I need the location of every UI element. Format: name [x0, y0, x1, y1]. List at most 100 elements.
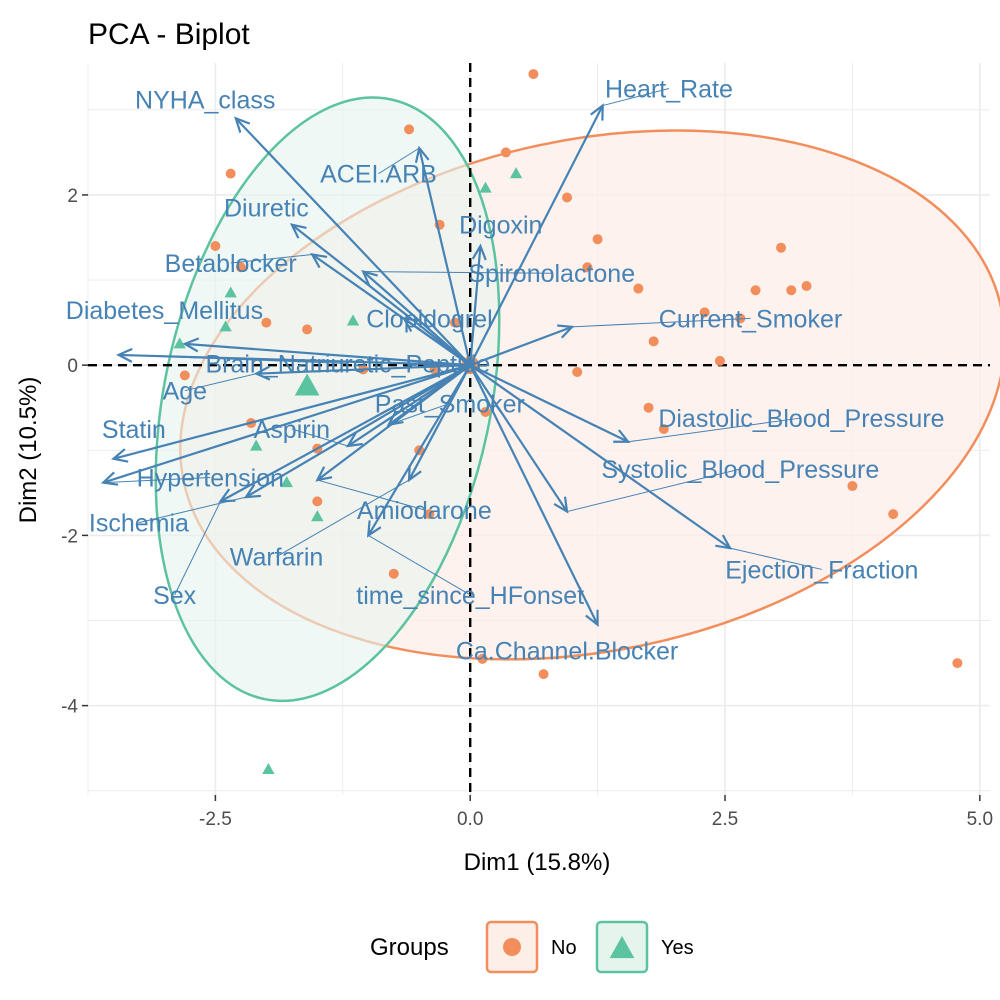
- x-tick-label: 2.5: [712, 809, 738, 830]
- point-no: [648, 336, 659, 347]
- arrow-shaft: [113, 364, 471, 460]
- arrow-shaft: [469, 364, 568, 513]
- leader-sex: [174, 501, 221, 596]
- variable-label-current-smoker: Current_Smoker: [659, 305, 842, 333]
- arrow-time-since-hfonset: [366, 364, 472, 538]
- arrow-ischemia: [243, 364, 471, 499]
- arrow-head: [557, 324, 575, 339]
- arrow-shaft: [367, 364, 472, 536]
- chart-title: PCA - Biplot: [88, 18, 250, 51]
- variable-label-warfarin: Warfarin: [230, 544, 324, 572]
- group-center-yes: [294, 373, 320, 396]
- arrow-shaft: [469, 325, 573, 367]
- variable-label-clopidogrel: Clopidogrel: [366, 305, 492, 333]
- arrow-diastolic-blood-pressure: [469, 364, 631, 443]
- point-no: [477, 653, 488, 664]
- leader-age: [184, 373, 257, 392]
- arrow-shaft: [469, 364, 731, 550]
- arrow-head: [345, 432, 363, 448]
- leader-acei-arb: [378, 147, 420, 175]
- variable-label-sex: Sex: [153, 582, 197, 610]
- x-tick-label: 5.0: [967, 809, 993, 830]
- point-no: [538, 669, 549, 680]
- variable-label-systolic-blood-pressure: Systolic_Blood_Pressure: [601, 456, 879, 484]
- variable-label-amiodarone: Amiodarone: [357, 497, 492, 525]
- variable-label-spironolactone: Spironolactone: [468, 260, 635, 288]
- legend-item-no: No: [485, 920, 577, 974]
- point-no: [312, 496, 323, 507]
- variable-label-betablocker: Betablocker: [165, 250, 297, 278]
- arrow-shaft: [403, 317, 471, 367]
- arrow-shaft: [291, 223, 471, 367]
- arrow-current-smoker: [469, 324, 575, 367]
- arrow-head: [289, 223, 307, 239]
- variable-arrows: [100, 103, 733, 628]
- variable-label-hypertension: Hypertension: [137, 465, 284, 493]
- y-tick-label: -2: [61, 526, 78, 547]
- arrow-diuretic: [289, 223, 471, 367]
- arrow-shaft: [316, 364, 471, 481]
- arrow-brain-natriuretic-peptide: [116, 347, 471, 367]
- y-tick-label: 0: [67, 356, 78, 377]
- legend-label-yes: Yes: [661, 937, 694, 959]
- point-yes: [479, 181, 492, 193]
- point-no: [562, 192, 573, 203]
- arrow-head: [401, 316, 419, 333]
- arrow-amiodarone: [315, 364, 471, 482]
- arrow-digoxin: [469, 243, 487, 366]
- arrow-diabetes-mellitus: [182, 337, 471, 367]
- point-yes: [262, 762, 275, 775]
- zero-lines: [88, 63, 990, 795]
- point-no: [179, 370, 190, 381]
- arrow-acei-arb: [414, 145, 472, 366]
- arrow-shaft: [362, 270, 471, 366]
- arrow-shaft: [234, 117, 472, 366]
- arrow-hypertension: [100, 364, 471, 486]
- leader-warfarin: [276, 479, 410, 558]
- arrow-aspirin: [345, 364, 471, 448]
- variable-label-ejection-fraction: Ejection_Fraction: [725, 556, 918, 584]
- y-tick-label: -4: [61, 697, 78, 718]
- point-yes: [224, 286, 237, 298]
- variable-label-heart-rate: Heart_Rate: [605, 76, 733, 104]
- arrow-head: [715, 534, 733, 550]
- arrow-shaft: [469, 364, 599, 626]
- arrow-systolic-blood-pressure: [469, 364, 569, 514]
- leader-diastolic-blood-pressure: [628, 417, 802, 443]
- legend: Groups No Yes: [370, 920, 694, 974]
- y-tick-label: 2: [67, 186, 78, 207]
- arrow-shaft: [102, 364, 471, 484]
- variable-label-brain-natriuretic-peptide: Brain_Natriuretic_Peptide: [205, 350, 490, 378]
- x-axis-title: Dim1 (15.8%): [464, 849, 611, 876]
- arrow-age: [253, 364, 471, 381]
- leader-amiodarone: [317, 479, 425, 511]
- arrow-head: [243, 484, 262, 499]
- arrow-shaft: [418, 147, 472, 366]
- arrow-head: [100, 471, 119, 486]
- point-no: [572, 366, 583, 377]
- point-no: [388, 568, 399, 579]
- arrow-head: [116, 347, 133, 363]
- arrow-head: [407, 465, 422, 483]
- point-no: [750, 285, 761, 296]
- arrow-head: [414, 145, 430, 163]
- arrow-heart-rate: [469, 103, 604, 366]
- leader-ejection-fraction: [729, 547, 822, 570]
- point-no: [952, 658, 963, 669]
- point-no: [714, 355, 725, 366]
- point-no: [261, 317, 272, 328]
- y-axis-title: Dim2 (10.5%): [15, 377, 42, 524]
- arrow-head: [361, 269, 378, 286]
- point-no: [302, 324, 313, 335]
- arrow-head: [315, 466, 333, 482]
- variable-label-ischemia: Ischemia: [89, 510, 189, 538]
- leader-past-smoker: [388, 402, 450, 426]
- point-yes: [173, 337, 186, 349]
- arrow-shaft: [118, 353, 471, 367]
- point-no: [528, 69, 539, 80]
- variable-label-aspirin: Aspirin: [254, 416, 330, 444]
- variable-label-diabetes-mellitus: Diabetes_Mellitus: [66, 297, 263, 325]
- point-no: [449, 317, 460, 328]
- arrow-shaft: [469, 364, 629, 443]
- point-no: [847, 481, 858, 492]
